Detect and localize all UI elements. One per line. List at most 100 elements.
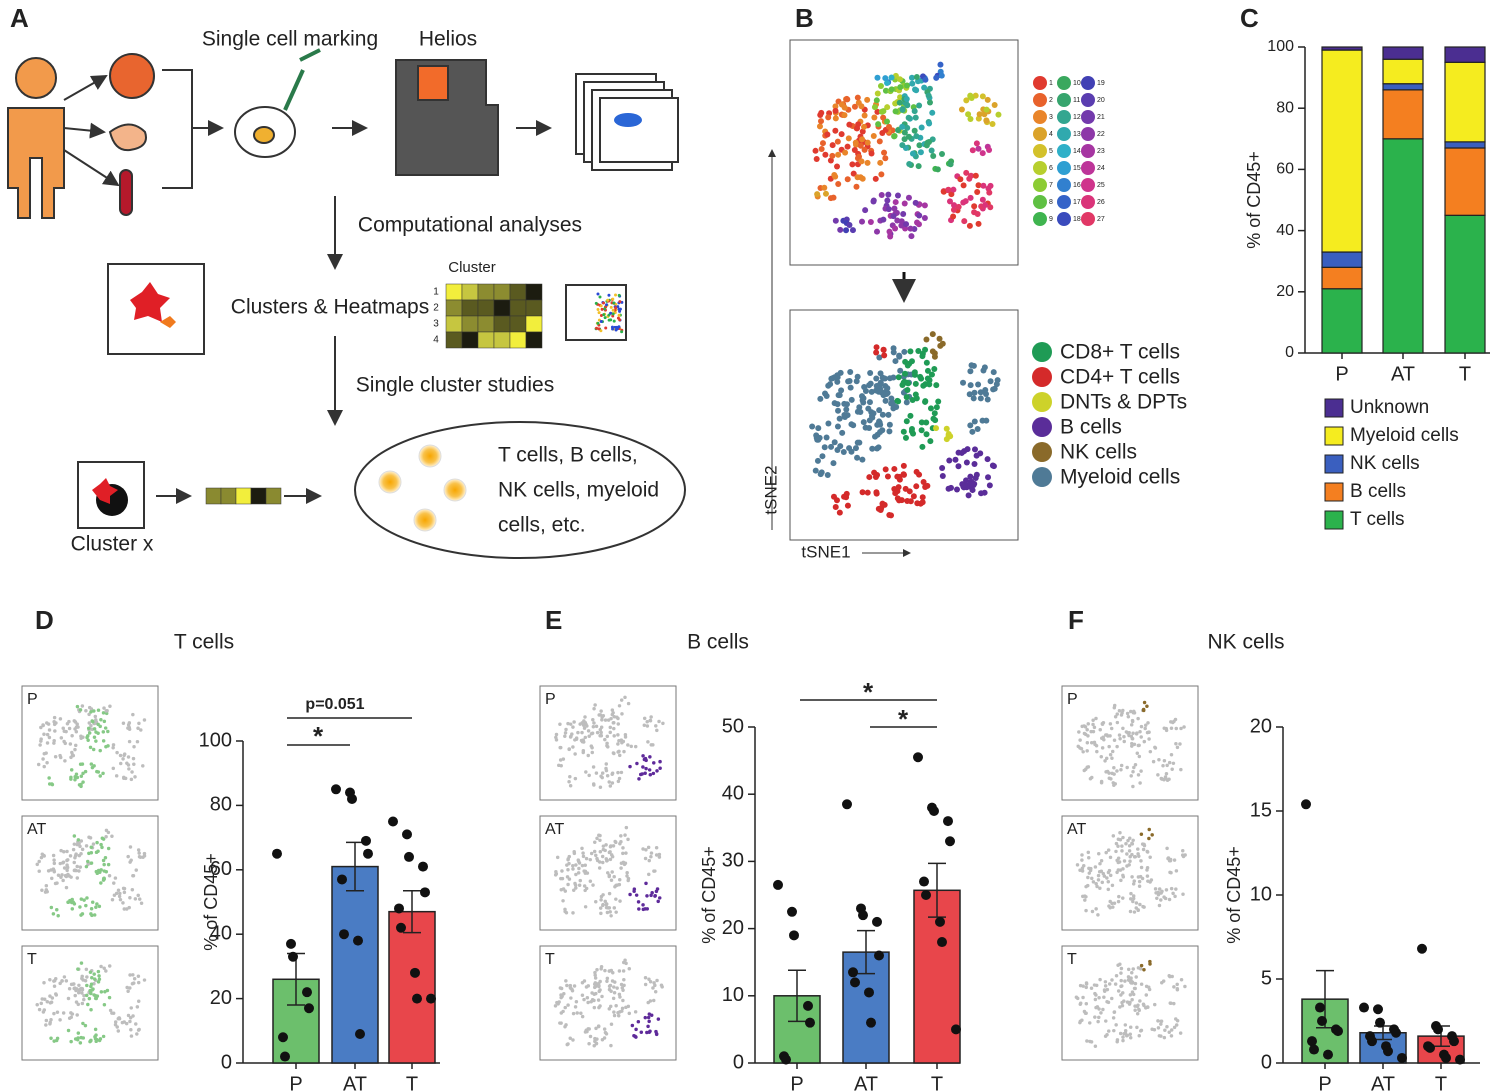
tsne-dot [904,82,911,89]
tsne-dot [50,876,54,881]
tsne-dot [91,747,96,752]
tsne-dot [606,745,610,749]
tsne-dot [635,761,639,766]
tsne-dot [1121,873,1125,878]
tsne-dot [1078,746,1082,750]
tsne-dot [45,999,50,1004]
tsne-dot [896,476,903,483]
bar-segment [1382,83,1424,91]
tsne-dot [1115,712,1119,716]
tsne-dot [994,377,1001,384]
tsne-dot [1131,896,1136,901]
cluster-legend-label: 26 [1097,199,1105,206]
tsne-dot [1144,723,1148,727]
tsne-dot [605,734,610,739]
tsne-dot [836,415,843,422]
tsne-dot [81,780,85,784]
tsne-dot [1132,742,1137,747]
tsne-dot [1139,769,1143,773]
tsne-dot [572,888,576,892]
tsne-dot [92,727,97,731]
heatmap-cell [461,283,479,301]
tsne-dot [960,199,967,206]
tsne-dot [95,871,100,876]
tsne-dot [97,904,102,909]
tsne-dot [870,198,877,205]
tsne-dot [610,854,615,859]
tsne-dot [42,732,46,736]
tsne-dot [122,775,126,780]
tsne-dot [78,1041,83,1045]
tsne-dot [859,136,866,143]
tsne-dot [1145,850,1150,854]
cluster-legend-label: 27 [1097,216,1105,223]
panel-letter: F [1068,605,1084,635]
tsne-dot [40,852,45,857]
tsne-dot [939,472,946,479]
tsne-dot [649,851,654,855]
tsne-dot [620,1006,625,1011]
tsne-dot [124,907,129,911]
tsne-dot [645,1030,649,1035]
tsne-dot [975,145,982,152]
tsne-dot [838,387,845,394]
tsne-dot [643,856,648,861]
tsne-dot [905,194,912,201]
tsne-dot [1116,963,1120,968]
tsne-dot [568,784,573,788]
y-tick-label: 0 [1285,344,1294,361]
tsne-dot [583,715,587,719]
tsne-dot [1119,993,1123,997]
flow-dot [609,318,613,322]
tsne-dot [834,163,841,170]
tsne-dot [891,465,898,472]
tsne-dot [99,868,103,872]
tsne-dot [592,849,597,854]
tsne-dot [904,386,911,393]
tsne-dot [587,1027,591,1031]
tsne-dot [580,740,585,744]
tsne-dot [42,764,46,769]
tsne-dot [1089,1040,1094,1044]
tsne-dot [1102,988,1107,992]
cell-icon [418,444,442,468]
tsne-dot [572,720,576,724]
tsne-dot [626,743,630,747]
tsne-dot [909,150,916,157]
tsne-dot [602,1027,607,1031]
tsne-dot [104,828,109,833]
tsne-dot [977,389,984,396]
tsne-dot [940,188,947,195]
flow-dot [606,298,610,302]
tsne-dot [913,395,920,402]
tsne-dot [1100,736,1104,741]
heatmap-cell [445,315,463,333]
tsne-dot [564,979,568,983]
legend-label: B cells [1060,416,1122,439]
tsne-dot [835,392,842,399]
tsne-dot [113,876,118,880]
tsne-dot [82,994,86,998]
tsne-dot [1174,887,1178,891]
tsne-dot [136,1028,141,1032]
tsne-dot [1107,868,1112,873]
tsne-dot [879,411,886,418]
tsne-dot [558,986,563,990]
tsne-dot [99,881,103,885]
tsne-dot [89,991,93,995]
tsne-dot [52,720,56,724]
cluster-legend-label: 24 [1097,165,1105,172]
flow-dot [605,303,609,307]
tsne-dot [1137,1008,1142,1013]
tsne-dot [62,739,66,744]
tsne-dot [886,428,893,435]
tsne-dot [1123,1029,1128,1033]
tsne-dot [71,982,76,986]
tsne-dot [985,474,992,481]
tsne-dot [866,382,873,389]
tsne-dot [1108,753,1113,757]
significance-label: * [313,721,324,751]
tsne-dot [1098,861,1102,866]
tsne-dot [1086,722,1090,726]
tsne-dot [832,103,839,110]
